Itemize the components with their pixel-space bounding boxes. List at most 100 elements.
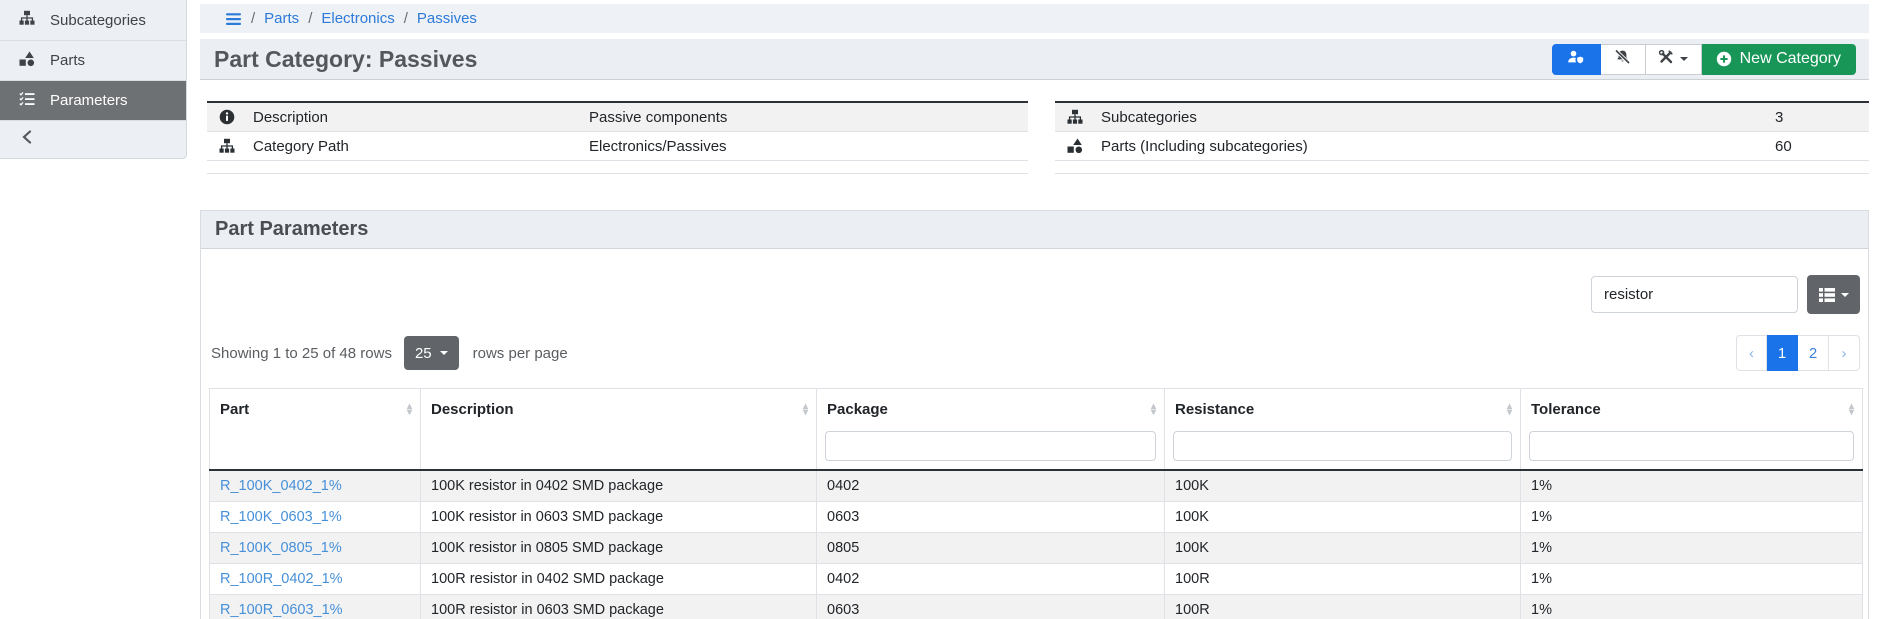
columns-dropdown-button[interactable]: [1807, 275, 1860, 314]
info-row-parts-count: Parts (Including subcategories) 60: [1055, 132, 1869, 161]
sidebar-item-label: Parameters: [50, 92, 128, 109]
sort-icon: ▴ ▾: [1150, 400, 1156, 418]
parameters-table: Part ▴ ▾ Description ▴ ▾ Package ▴ ▾ Resi: [209, 388, 1863, 619]
rows-per-page-label: rows per page: [472, 344, 568, 362]
sidebar-collapse-button[interactable]: [0, 120, 186, 158]
cell-package: 0805: [816, 531, 1165, 564]
shapes-icon: [19, 51, 35, 71]
caret-down-icon: [439, 351, 448, 355]
sitemap-icon: [219, 138, 239, 154]
user-shield-icon: [1567, 49, 1585, 70]
cell-resistance: 100R: [1164, 593, 1521, 619]
cell-package: 0402: [816, 469, 1165, 502]
new-category-label: New Category: [1739, 50, 1841, 67]
sidebar-item-parts[interactable]: Parts: [0, 40, 186, 80]
breadcrumb-link-parts[interactable]: Parts: [264, 10, 300, 27]
column-label: Resistance: [1175, 401, 1255, 419]
cell-package: 0603: [816, 500, 1165, 533]
cell-description: 100K resistor in 0603 SMD package: [420, 500, 817, 533]
cell-package: 0402: [816, 562, 1165, 595]
info-row-empty: [207, 161, 1028, 174]
filter-cell-tolerance: [1520, 430, 1863, 471]
cell-tolerance: 1%: [1520, 469, 1863, 502]
part-link[interactable]: R_100K_0603_1%: [220, 508, 342, 525]
main-content: / Parts / Electronics / Passives Part Ca…: [200, 0, 1869, 619]
filter-input-resistance[interactable]: [1173, 430, 1512, 461]
cell-tolerance: 1%: [1520, 593, 1863, 619]
filter-input-package[interactable]: [825, 430, 1156, 461]
filter-cell-package: [816, 430, 1165, 471]
breadcrumb: / Parts / Electronics / Passives: [200, 4, 1869, 33]
sort-icon: ▴ ▾: [802, 400, 808, 418]
table-row: R_100K_0402_1% 100K resistor in 0402 SMD…: [209, 469, 1863, 502]
info-circle-icon: [219, 109, 239, 125]
menu-bars-icon[interactable]: [225, 11, 242, 27]
chevron-left-icon: [21, 130, 33, 149]
cell-tolerance: 1%: [1520, 531, 1863, 564]
tasks-list-icon: [19, 91, 35, 111]
pagination-info-row: Showing 1 to 25 of 48 rows 25 rows per p…: [209, 335, 1860, 371]
sort-icon: ▴ ▾: [406, 400, 412, 418]
sitemap-icon: [19, 10, 35, 30]
search-input[interactable]: [1591, 276, 1798, 313]
part-link[interactable]: R_100R_0402_1%: [220, 570, 343, 587]
cell-resistance: 100K: [1164, 500, 1521, 533]
pagination-next-button[interactable]: ›: [1829, 335, 1860, 371]
part-parameters-card: Part Parameters: [200, 210, 1869, 619]
breadcrumb-link-electronics[interactable]: Electronics: [321, 10, 395, 27]
part-link[interactable]: R_100K_0805_1%: [220, 539, 342, 556]
cell-tolerance: 1%: [1520, 562, 1863, 595]
filter-cell-resistance: [1164, 430, 1521, 471]
pagination-page-1-button[interactable]: 1: [1767, 335, 1798, 371]
caret-down-icon: [1840, 292, 1849, 297]
column-label: Part: [220, 401, 250, 419]
pagination-prev-button[interactable]: ‹: [1736, 335, 1767, 371]
part-link[interactable]: R_100K_0402_1%: [220, 477, 342, 494]
bell-slash-icon: [1614, 48, 1631, 70]
edit-permissions-button[interactable]: [1551, 43, 1601, 75]
table-toolbar: [209, 275, 1860, 314]
table-header-row: Part ▴ ▾ Description ▴ ▾ Package ▴ ▾ Resi: [209, 388, 1863, 431]
sidebar-item-label: Subcategories: [50, 11, 146, 29]
filter-cell-part: [209, 430, 421, 471]
column-header-package[interactable]: Package ▴ ▾: [816, 388, 1165, 431]
cell-description: 100R resistor in 0603 SMD package: [420, 593, 817, 619]
cell-description: 100K resistor in 0805 SMD package: [420, 531, 817, 564]
column-header-description[interactable]: Description ▴ ▾: [420, 388, 817, 431]
part-parameters-body: Showing 1 to 25 of 48 rows 25 rows per p…: [201, 249, 1868, 619]
info-label: Subcategories: [1101, 108, 1197, 126]
sort-icon: ▴ ▾: [1848, 400, 1854, 418]
new-category-button[interactable]: New Category: [1701, 43, 1856, 75]
cell-resistance: 100K: [1164, 531, 1521, 564]
category-info-panel: Description Passive components Category …: [207, 101, 1028, 174]
disable-notifications-button[interactable]: [1600, 43, 1646, 75]
sidebar: Subcategories Parts Parameters: [0, 0, 187, 159]
cell-resistance: 100R: [1164, 562, 1521, 595]
info-row-category-path: Category Path Electronics/Passives: [207, 132, 1028, 161]
sidebar-item-parameters[interactable]: Parameters: [0, 80, 186, 120]
tools-icon: [1658, 49, 1674, 70]
showing-rows-text: Showing 1 to 25 of 48 rows: [211, 344, 392, 362]
sort-icon: ▴ ▾: [1506, 400, 1512, 418]
column-header-tolerance[interactable]: Tolerance ▴ ▾: [1520, 388, 1863, 431]
cell-description: 100R resistor in 0402 SMD package: [420, 562, 817, 595]
column-label: Tolerance: [1531, 401, 1601, 419]
part-link[interactable]: R_100R_0603_1%: [220, 601, 343, 618]
tools-dropdown-button[interactable]: [1645, 43, 1702, 75]
page-title: Part Category: Passives: [214, 45, 478, 72]
cell-resistance: 100K: [1164, 469, 1521, 502]
column-header-resistance[interactable]: Resistance ▴ ▾: [1164, 388, 1521, 431]
page-size-dropdown[interactable]: 25: [403, 336, 459, 370]
breadcrumb-link-passives[interactable]: Passives: [416, 10, 477, 27]
table-filter-row: [209, 430, 1863, 471]
cell-package: 0603: [816, 593, 1165, 619]
pagination-page-2-button[interactable]: 2: [1798, 335, 1829, 371]
pagination: ‹ 1 2 ›: [1736, 335, 1860, 371]
sidebar-item-subcategories[interactable]: Subcategories: [0, 0, 186, 40]
table-columns-icon: [1818, 287, 1835, 302]
filter-input-tolerance[interactable]: [1529, 430, 1854, 461]
column-header-part[interactable]: Part ▴ ▾: [209, 388, 421, 431]
statistics-info-panel: Subcategories 3 Parts (Including subcate…: [1055, 101, 1869, 174]
table-row: R_100R_0603_1% 100R resistor in 0603 SMD…: [209, 593, 1863, 619]
info-value: 60: [1775, 137, 1792, 155]
